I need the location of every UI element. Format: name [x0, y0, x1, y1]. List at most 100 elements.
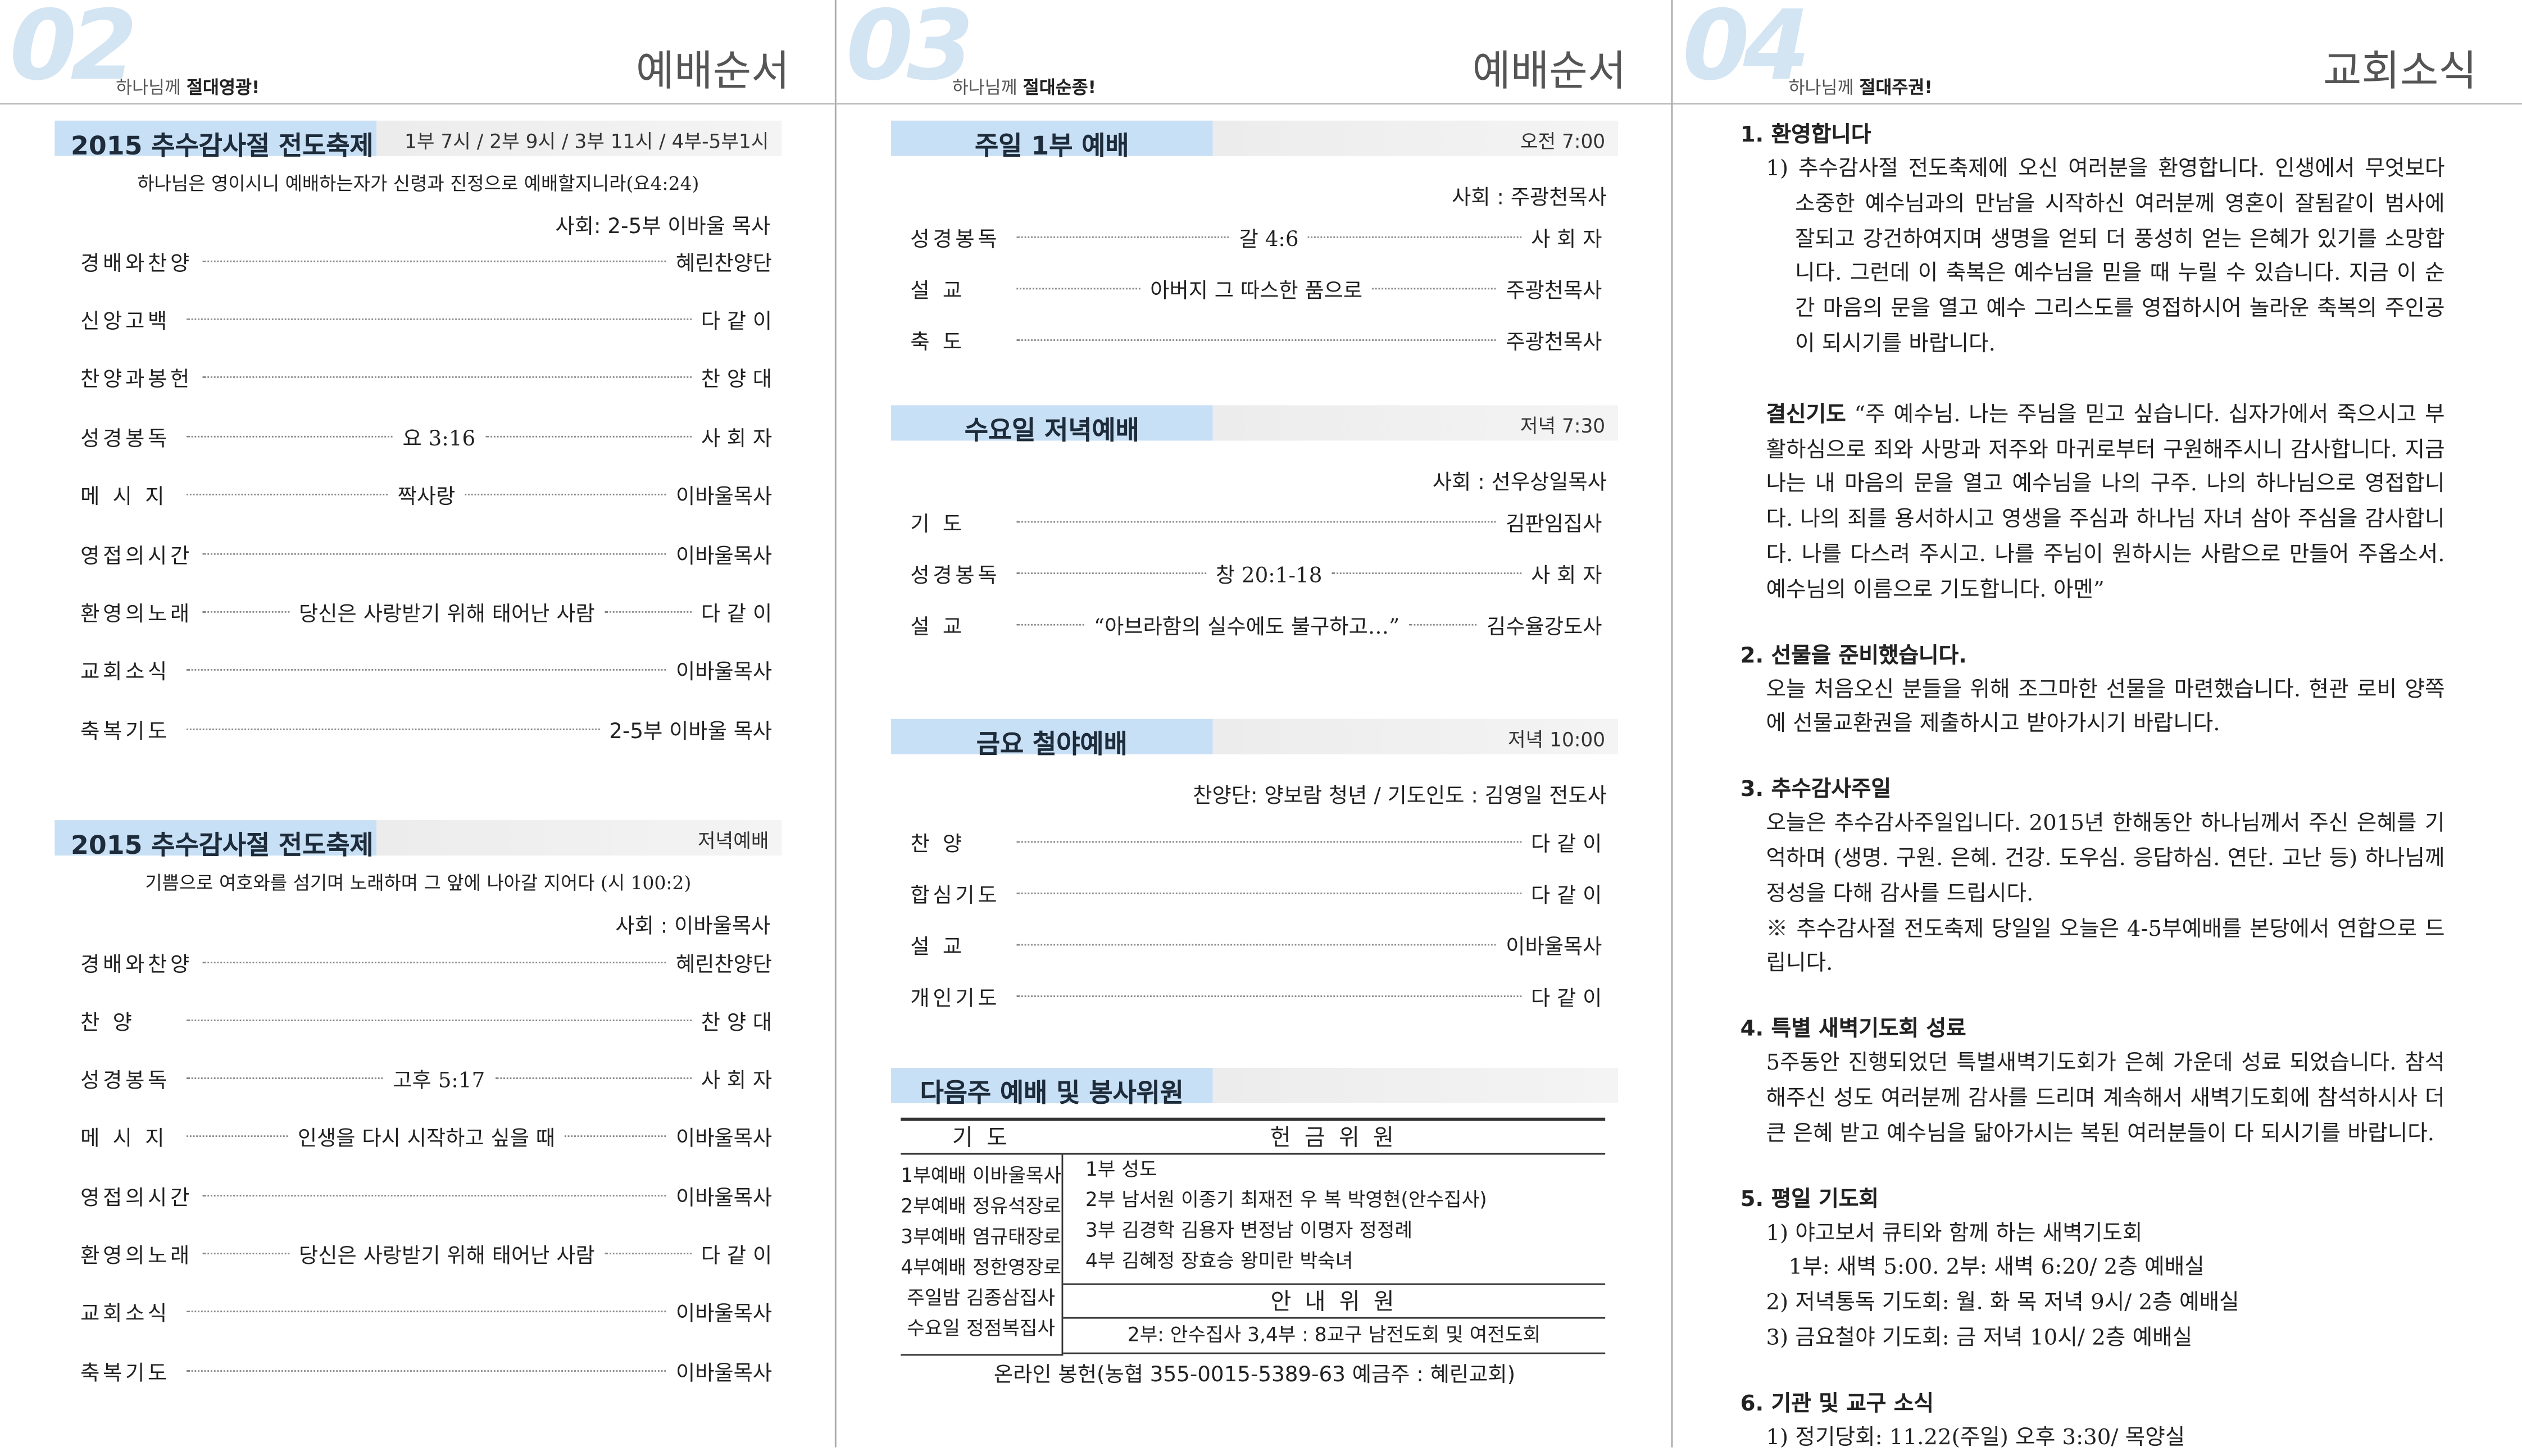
row-right: 김판임집사 [1506, 512, 1602, 536]
section-bar: 수요일 저녁예배 저녁 7:30 [891, 405, 1619, 445]
row-label: 교회소식 [80, 1303, 171, 1327]
order-row: 교회소식 이바울목사 [80, 653, 772, 688]
row-right: 주광천목사 [1506, 279, 1602, 303]
row-label: 메 시 지 [80, 1128, 168, 1152]
prayer-line: 주일밤 김종삼집사 [901, 1284, 1061, 1314]
offering-line: 1부 성도 [1063, 1155, 1605, 1185]
header-rule [0, 103, 835, 105]
presider: 사회 : 주광천목사 [1452, 186, 1607, 211]
page-column: 02 하나님께 절대영광! 예배순서 2015 추수감사절 전도축제 1부 7시 / 2… [0, 0, 837, 1448]
prayer-person: 이바울목사 [972, 1164, 1061, 1187]
motto: 하나님께 절대주권! [1789, 74, 1933, 100]
motto-prefix: 하나님께 [116, 77, 181, 98]
section-time: 오전 7:00 [1520, 130, 1606, 153]
row-right: 다 같 이 [1531, 884, 1602, 908]
section-heading: 다음주 예배 및 봉사위원 [920, 1077, 1184, 1108]
row-label: 메 시 지 [80, 485, 168, 510]
motto-prefix: 하나님께 [952, 77, 1017, 98]
order-row: 설 교 아버지 그 따스한 품으로 주광천목사 [910, 270, 1602, 306]
leader [187, 318, 692, 320]
row-text: 아버지 그 따스한 품으로 [1150, 279, 1363, 303]
leader [1016, 287, 1141, 289]
leader [485, 435, 692, 437]
row-right: 다 같 이 [701, 603, 772, 627]
row-label: 기 도 [910, 512, 965, 536]
header-rule [1673, 103, 2522, 105]
prayer-line: 4부예배 정한영장로 [901, 1253, 1061, 1283]
row-label: 축복기도 [80, 1361, 171, 1386]
notice-title: 3. 추수감사주일 [1740, 777, 1892, 803]
section-heading: 2015 추수감사절 전도축제 [70, 830, 374, 861]
section-heading: 주일 1부 예배 [975, 130, 1129, 161]
order-row: 메 시 지 짝사랑 이바울목사 [80, 477, 772, 512]
leader [202, 961, 666, 963]
page-title: 예배순서 [1472, 48, 1626, 97]
prayer-line: 수요일 정점복집사 [901, 1314, 1061, 1344]
leader [1372, 287, 1497, 289]
row-right: 이바울목사 [675, 661, 772, 686]
row-right: 다 같 이 [1531, 986, 1602, 1011]
order-row: 찬양과봉헌 찬 양 대 [80, 360, 772, 395]
leader [1016, 235, 1230, 238]
row-right: 다 같 이 [1531, 832, 1602, 857]
leader [187, 435, 393, 437]
page-number: 04 [1682, 0, 1811, 103]
table-row: 1부예배 이바울목사 2부예배 정유석장로 3부예배 염규태장로 4부예배 정한영장로… [901, 1154, 1606, 1355]
notices: 1. 환영합니다 1) 추수감사절 전도축제에 오신 여러분을 환영합니다. 인생… [1741, 117, 2445, 1456]
prayer-line: 2부예배 정유석장로 [901, 1191, 1061, 1222]
page-column: 03 하나님께 절대순종! 예배순서 주일 1부 예배 오전 7:00 사회 : 주광천목… [836, 0, 1673, 1448]
section-bar: 다음주 예배 및 봉사위원 [891, 1067, 1619, 1108]
leader [565, 1136, 666, 1138]
leader [202, 552, 666, 554]
leader [202, 260, 666, 262]
row-right: 이바울목사 [675, 1186, 772, 1211]
row-label: 합심기도 [910, 884, 1001, 908]
section-bar: 주일 1부 예배 오전 7:00 [891, 120, 1619, 161]
leader [1016, 943, 1497, 945]
row-right: 김수율강도사 [1486, 615, 1602, 640]
section-time: 저녁 7:30 [1520, 415, 1606, 438]
row-label: 성경봉독 [80, 1070, 171, 1094]
notice-paragraph: 오늘 처음오신 분들을 위해 조그마한 선물을 마련했습니다. 현관 로비 양쪽… [1766, 676, 2445, 738]
order-row: 성경봉독 고후 5:17 사 회 자 [80, 1061, 772, 1096]
usher-heading: 안 내 위 원 [1062, 1283, 1606, 1319]
leader [187, 1077, 384, 1080]
notice-title: 1. 환영합니다 [1740, 122, 1871, 148]
row-right: 이바울목사 [675, 1128, 772, 1152]
prayer-service: 1부예배 [901, 1164, 966, 1187]
section-bar: 금요 철야예배 저녁 10:00 [891, 718, 1619, 759]
row-label: 영접의시간 [80, 1186, 193, 1211]
leader [604, 1253, 692, 1255]
page-number: 02 [10, 0, 138, 103]
leader [1409, 623, 1477, 625]
order-row: 환영의노래 당신은 사랑받기 위해 태어난 사람 다 같 이 [80, 594, 772, 630]
notice-title: 4. 특별 새벽기도회 성료 [1740, 1016, 1966, 1043]
page-title: 예배순서 [635, 48, 790, 97]
leader [202, 1194, 666, 1196]
order-row: 교회소식 이바울목사 [80, 1294, 772, 1330]
prayer-person: 김종삼집사 [966, 1286, 1055, 1309]
leader [187, 1136, 288, 1138]
leader [1308, 235, 1521, 238]
presider: 사회 : 선우상일목사 [1432, 471, 1607, 495]
row-text: 고후 5:17 [393, 1070, 485, 1094]
notice-paragraph: 1) 정기당회: 11.22(주일) 오후 3:30/ 목양실 [1766, 1424, 2185, 1450]
notice-paragraph: 5주동안 진행되었던 특별새벽기도회가 은혜 가운데 성료 되었습니다. 참석해… [1766, 1050, 2445, 1146]
section-heading: 2015 추수감사절 전도축제 [70, 130, 374, 161]
row-label: 환영의노래 [80, 1244, 193, 1269]
paragraph-text: “주 예수님. 나는 주님을 믿고 싶습니다. 십자가에서 죽으시고 부활하심으… [1766, 402, 2445, 603]
leader [604, 611, 692, 613]
row-right: 다 같 이 [701, 1244, 772, 1269]
prayer-service: 3부예배 [901, 1225, 966, 1248]
row-label: 경배와찬양 [80, 252, 193, 276]
row-label: 설 교 [910, 935, 965, 959]
row-right: 이바울목사 [675, 1361, 772, 1386]
row-label: 설 교 [910, 279, 965, 303]
presider: 사회 : 이바울목사 [615, 914, 771, 939]
leader [494, 1077, 692, 1080]
row-right: 사 회 자 [1531, 228, 1602, 252]
